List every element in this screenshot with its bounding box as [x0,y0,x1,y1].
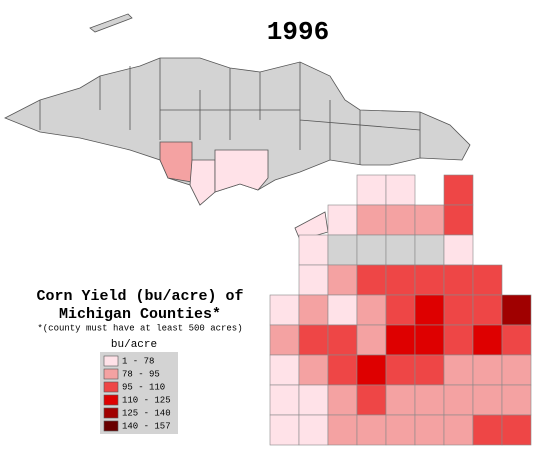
county [385,384,416,416]
county [269,354,300,386]
county [356,354,387,386]
county [414,324,445,356]
county [414,234,445,266]
county [356,324,387,356]
region [159,141,193,183]
county [414,384,445,416]
legend: 1 - 78 78 - 95 95 - 110 110 - 125 125 - 140 1… [103,355,171,432]
county [356,234,387,266]
legend-label: 140 - 157 [122,421,171,431]
legend-swatch [103,407,119,419]
county [269,414,300,446]
county [298,414,329,446]
region [214,149,269,193]
county [443,294,474,326]
upper-peninsula [4,13,471,241]
county [501,354,532,386]
county [443,264,474,296]
legend-label: 110 - 125 [122,395,171,405]
county [327,384,358,416]
county [443,324,474,356]
county [327,294,358,326]
county [385,414,416,446]
county [472,264,503,296]
region [4,57,471,206]
legend-swatch [103,355,119,367]
county [298,234,329,266]
county [269,294,300,326]
county [443,354,474,386]
county [385,264,416,296]
county [356,384,387,416]
county [327,324,358,356]
note: *(county must have at least 500 acres) [37,323,242,333]
legend-label: 95 - 110 [122,382,165,392]
county [298,324,329,356]
county [414,354,445,386]
county [414,414,445,446]
county [414,204,445,236]
isle-royale [89,13,133,33]
county [356,294,387,326]
county [327,354,358,386]
county [298,264,329,296]
county [385,234,416,266]
legend-title: bu/acre [111,339,157,351]
legend-swatch [103,420,119,432]
county [356,264,387,296]
county [414,264,445,296]
county [443,204,474,236]
legend-label: 78 - 95 [122,369,160,379]
legend-label: 1 - 78 [122,356,154,366]
county [472,384,503,416]
county [414,294,445,326]
county [269,384,300,416]
county [327,414,358,446]
county [269,324,300,356]
county [356,204,387,236]
county [298,384,329,416]
county [501,324,532,356]
county [327,234,358,266]
county [327,264,358,296]
heading: Michigan Counties* [59,306,221,323]
county [385,174,416,206]
county [501,294,532,326]
county [327,204,358,236]
legend-swatch [103,394,119,406]
county [472,354,503,386]
county [298,354,329,386]
county [472,414,503,446]
legend-swatch [103,381,119,393]
region [189,159,216,206]
county [443,384,474,416]
county [443,174,474,206]
county [501,384,532,416]
county [385,294,416,326]
county [501,414,532,446]
county [472,324,503,356]
county [385,324,416,356]
county [443,234,474,266]
title: 1996 [267,17,329,47]
county [356,174,387,206]
county [472,294,503,326]
lower-peninsula [269,174,532,446]
legend-swatch [103,368,119,380]
county [443,414,474,446]
county [385,354,416,386]
county [356,414,387,446]
legend-label: 125 - 140 [122,408,171,418]
county [385,204,416,236]
heading: Corn Yield (bu/acre) of [36,288,243,305]
county [298,294,329,326]
